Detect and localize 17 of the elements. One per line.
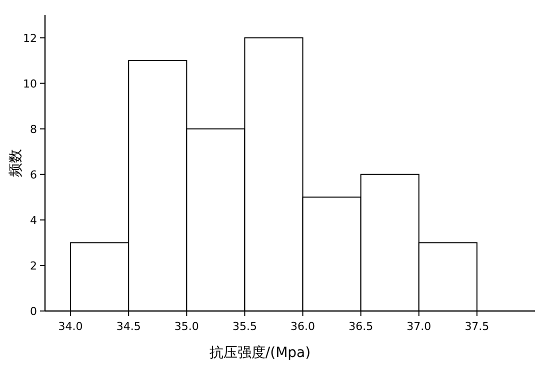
- y-tick-label: 10: [23, 77, 37, 90]
- x-tick-label: 35.0: [174, 320, 199, 333]
- x-tick-label: 36.5: [348, 320, 374, 333]
- x-tick-label: 35.5: [232, 320, 257, 333]
- y-tick-label: 0: [30, 305, 37, 318]
- x-tick-label: 37.5: [464, 320, 490, 333]
- y-axis-title: 频数: [8, 149, 24, 177]
- x-axis-title: 抗压强度/(Mpa): [209, 345, 311, 361]
- y-tick-label: 2: [30, 259, 37, 272]
- x-tick-label: 37.0: [406, 320, 432, 333]
- x-tick-label: 34.0: [58, 320, 83, 333]
- y-tick-label: 8: [30, 122, 37, 136]
- x-tick-label: 34.5: [116, 320, 141, 333]
- y-tick-label: 12: [23, 32, 37, 45]
- y-tick-label: 6: [30, 168, 37, 182]
- y-tick-label: 4: [30, 214, 37, 227]
- x-tick-label: 36.0: [290, 320, 316, 333]
